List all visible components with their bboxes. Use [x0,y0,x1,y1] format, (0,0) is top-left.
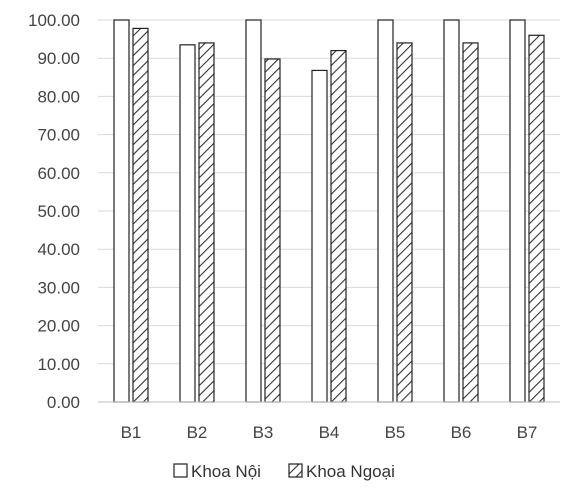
x-tick-label: B7 [517,423,538,442]
y-tick-label: 90.00 [37,49,80,68]
bar-khoa-ngoai-b6 [462,42,479,403]
bar-khoa-ngoai-b3 [264,58,281,403]
bar-khoa-noi-b2 [179,44,196,403]
y-tick-label: 80.00 [37,87,80,106]
legend-swatch-khoa-ngoai [288,463,303,478]
legend: Khoa Nội Khoa Ngoại [173,462,395,481]
y-tick-label: 50.00 [37,202,80,221]
y-tick-label: 30.00 [37,278,80,297]
y-tick-label: 0.00 [47,393,80,412]
legend-label: Khoa Nội [191,462,261,481]
bar-khoa-ngoai-b1 [132,27,149,403]
y-tick-label: 20.00 [37,317,80,336]
bar-khoa-noi-b7 [509,19,526,403]
y-tick-label: 100.00 [28,11,80,30]
x-tick-label: B2 [187,423,208,442]
bar-khoa-ngoai-b4 [330,49,347,403]
x-tick-label: B6 [451,423,472,442]
bar-khoa-noi-b1 [113,19,130,403]
bar-khoa-ngoai-b7 [528,34,545,403]
y-tick-label: 10.00 [37,355,80,374]
gridlines [98,19,560,403]
x-tick-label: B1 [121,423,142,442]
bar-khoa-noi-b6 [443,19,460,403]
y-axis: 0.00 10.00 20.00 30.00 40.00 50.00 60.00 70.00 8… [28,11,80,412]
x-axis: B1 B2 B3 B4 B5 B6 B7 [98,401,560,442]
bar-khoa-noi-b3 [245,19,262,403]
x-tick-label: B5 [385,423,406,442]
legend-label: Khoa Ngoại [306,462,395,481]
x-tick-label: B3 [253,423,274,442]
bar-khoa-ngoai-b5 [396,42,413,403]
y-tick-label: 60.00 [37,164,80,183]
bar-khoa-noi-b4 [311,69,328,403]
bar-khoa-ngoai-b2 [198,42,215,403]
legend-swatch-khoa-noi [173,463,188,478]
x-tick-label: B4 [319,423,340,442]
bar-khoa-noi-b5 [377,19,394,403]
y-tick-label: 70.00 [37,126,80,145]
y-tick-label: 40.00 [37,240,80,259]
